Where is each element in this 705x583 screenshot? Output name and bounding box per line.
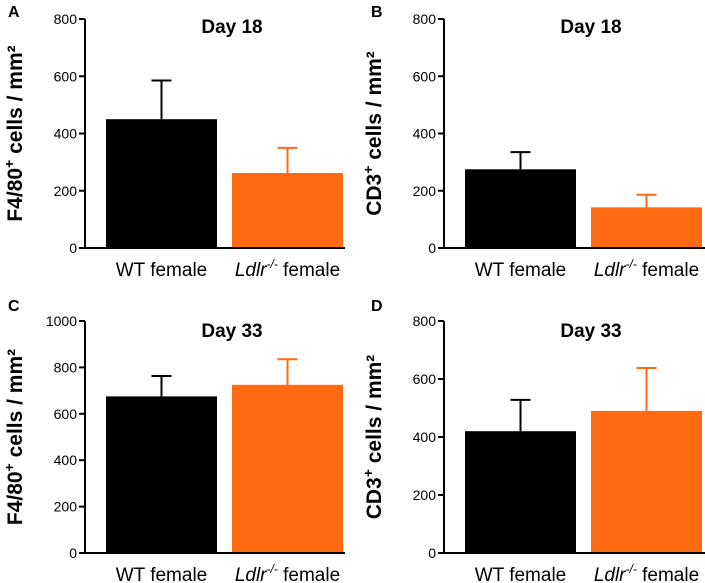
y-axis-label: CD3+ cells / mm² xyxy=(360,355,386,520)
category-label: WT female xyxy=(116,565,208,583)
y-axis-label: CD3+ cells / mm² xyxy=(360,51,386,216)
y-tick-label: 800 xyxy=(413,313,437,329)
y-tick-label: 600 xyxy=(413,68,437,84)
y-tick-label: 800 xyxy=(54,11,78,27)
bar-wt-female xyxy=(465,431,576,553)
panel-b: B Day 18 WT female Ldlr-/- female 0 200 400 600… xyxy=(360,4,705,281)
y-tick-label: 0 xyxy=(69,240,77,256)
y-tick-label: 0 xyxy=(69,545,77,561)
y-tick-label: 1000 xyxy=(46,313,77,329)
chart-title: Day 18 xyxy=(560,17,621,38)
bar-ldlr-female xyxy=(591,207,702,248)
panel-letter: A xyxy=(8,4,20,21)
bar-wt-female xyxy=(106,396,217,553)
category-label: Ldlr-/- female xyxy=(594,257,699,281)
y-axis-label: F4/80+ cells / mm² xyxy=(1,45,27,221)
panel-a: A Day 18 WT female Ldlr-/- female 0 200 400 600… xyxy=(1,4,345,281)
y-tick-label: 800 xyxy=(54,359,78,375)
bar-ldlr-female xyxy=(591,410,702,553)
bar-ldlr-female xyxy=(232,173,343,248)
category-label: Ldlr-/- female xyxy=(235,257,340,281)
y-tick-label: 200 xyxy=(54,183,78,199)
y-tick-label: 600 xyxy=(413,371,437,387)
panel-letter: B xyxy=(371,4,383,21)
y-tick-label: 400 xyxy=(54,452,78,468)
category-label: Ldlr-/- female xyxy=(235,562,340,583)
bar-wt-female xyxy=(106,119,217,248)
chart-title: Day 18 xyxy=(201,17,262,38)
bar-ldlr-female xyxy=(232,384,343,553)
y-axis-label: F4/80+ cells / mm² xyxy=(1,349,27,525)
category-label: WT female xyxy=(475,260,567,281)
y-tick-label: 800 xyxy=(413,11,437,27)
chart-title: Day 33 xyxy=(560,321,621,342)
y-tick-label: 400 xyxy=(54,126,78,142)
y-tick-label: 400 xyxy=(413,429,437,445)
y-tick-label: 400 xyxy=(413,126,437,142)
panel-c: C Day 33 WT female Ldlr-/- female 0 200 400 600… xyxy=(1,298,345,583)
category-label: WT female xyxy=(475,565,567,583)
chart-title: Day 33 xyxy=(201,321,262,342)
y-tick-label: 200 xyxy=(413,487,437,503)
category-label: WT female xyxy=(116,260,208,281)
bar-wt-female xyxy=(465,169,576,248)
category-label: Ldlr-/- female xyxy=(594,562,699,583)
y-tick-label: 600 xyxy=(54,68,78,84)
panel-letter: D xyxy=(371,298,383,315)
y-tick-label: 0 xyxy=(428,240,436,256)
y-tick-label: 200 xyxy=(413,183,437,199)
panel-letter: C xyxy=(8,298,20,315)
y-tick-label: 200 xyxy=(54,499,78,515)
panel-d: D Day 33 WT female Ldlr-/- female 0 200 400 600… xyxy=(360,298,705,583)
y-tick-label: 0 xyxy=(428,545,436,561)
y-tick-label: 600 xyxy=(54,406,78,422)
